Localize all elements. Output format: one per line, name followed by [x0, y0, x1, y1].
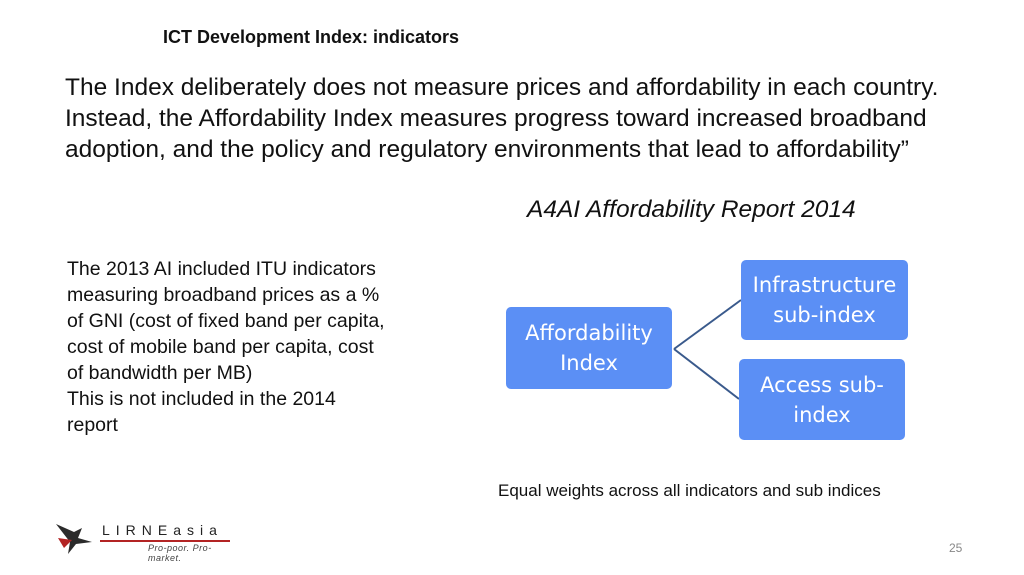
node-label: Affordability: [525, 321, 653, 345]
bird-icon: [56, 524, 92, 554]
quote-text: The Index deliberately does not measure …: [65, 74, 939, 163]
node-label: sub-index: [773, 303, 876, 327]
slide-title: ICT Development Index: indicators: [163, 27, 460, 47]
node-label: Infrastructure: [752, 273, 897, 297]
logo-tagline: Pro-poor. Pro-market.: [148, 543, 212, 563]
connector-to-infrastructure: [673, 299, 742, 350]
page-number: 25: [949, 541, 963, 555]
node-label: Access sub-: [760, 372, 884, 397]
lirneasia-logo: LIRNEasia Pro-poor. Pro-market.: [52, 518, 242, 563]
node-label: index: [793, 402, 851, 427]
connector-to-access: [673, 348, 740, 400]
infrastructure-subindex-node: Infrastructure sub-index: [741, 260, 908, 340]
side-note-paragraph: This is not included in the 2014 report: [67, 388, 336, 436]
weights-note: Equal weights across all indicators and …: [498, 481, 881, 500]
side-note-paragraph: The 2013 AI included ITU indicators meas…: [67, 258, 385, 384]
quote-source: A4AI Affordability Report 2014: [527, 196, 856, 223]
node-label: Index: [560, 351, 618, 375]
access-subindex-node: Access sub- index: [739, 359, 905, 440]
side-note: The 2013 AI included ITU indicators meas…: [67, 256, 387, 438]
affordability-index-node: Affordability Index: [506, 307, 672, 389]
logo-wordmark: LIRNEasia: [102, 522, 223, 538]
logo-underline: [100, 540, 230, 542]
